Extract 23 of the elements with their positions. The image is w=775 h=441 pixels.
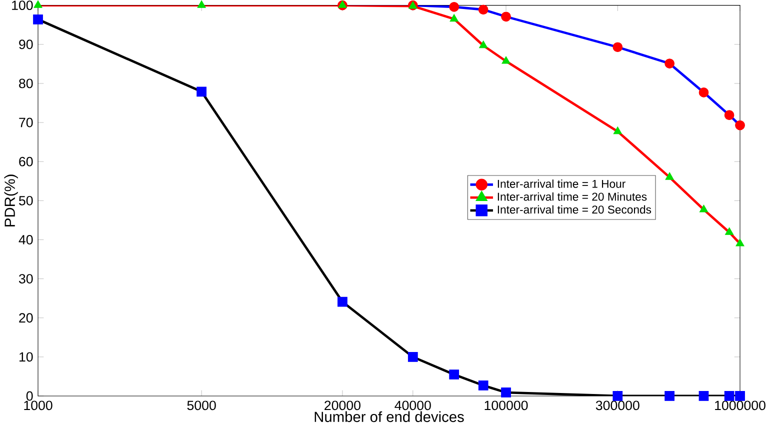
x-axis-title: Number of end devices (314, 411, 464, 422)
x-tick-label: 100000 (484, 400, 528, 410)
y-tick-label: 50 (19, 196, 33, 206)
y-tick-label: 100 (12, 0, 33, 10)
legend-label: Inter-arrival time = 20 Seconds (498, 205, 652, 214)
y-tick-label: 70 (19, 118, 33, 128)
x-tick-label: 5000 (187, 400, 216, 410)
x-tick-label: 1000000 (715, 400, 766, 410)
y-tick-label: 60 (19, 156, 33, 166)
y-tick-label: 0 (26, 391, 33, 401)
y-tick-label: 10 (20, 352, 33, 362)
y-tick-label: 90 (19, 40, 33, 50)
y-tick-label: 30 (18, 274, 33, 284)
legend-label: Inter-arrival time = 1 Hour (498, 180, 626, 188)
x-tick-label: 40000 (394, 400, 431, 410)
y-tick-label: 40 (18, 235, 33, 244)
y-axis-title: PDR(%) (4, 174, 18, 226)
x-tick-label: 1000 (24, 400, 52, 410)
y-tick-label: 80 (19, 78, 33, 88)
x-tick-label: 300000 (596, 400, 640, 410)
y-tick-label: 20 (19, 313, 33, 323)
x-tick-label: 20000 (324, 400, 360, 410)
legend-label: Inter-arrival time = 20 Minutes (498, 192, 647, 201)
